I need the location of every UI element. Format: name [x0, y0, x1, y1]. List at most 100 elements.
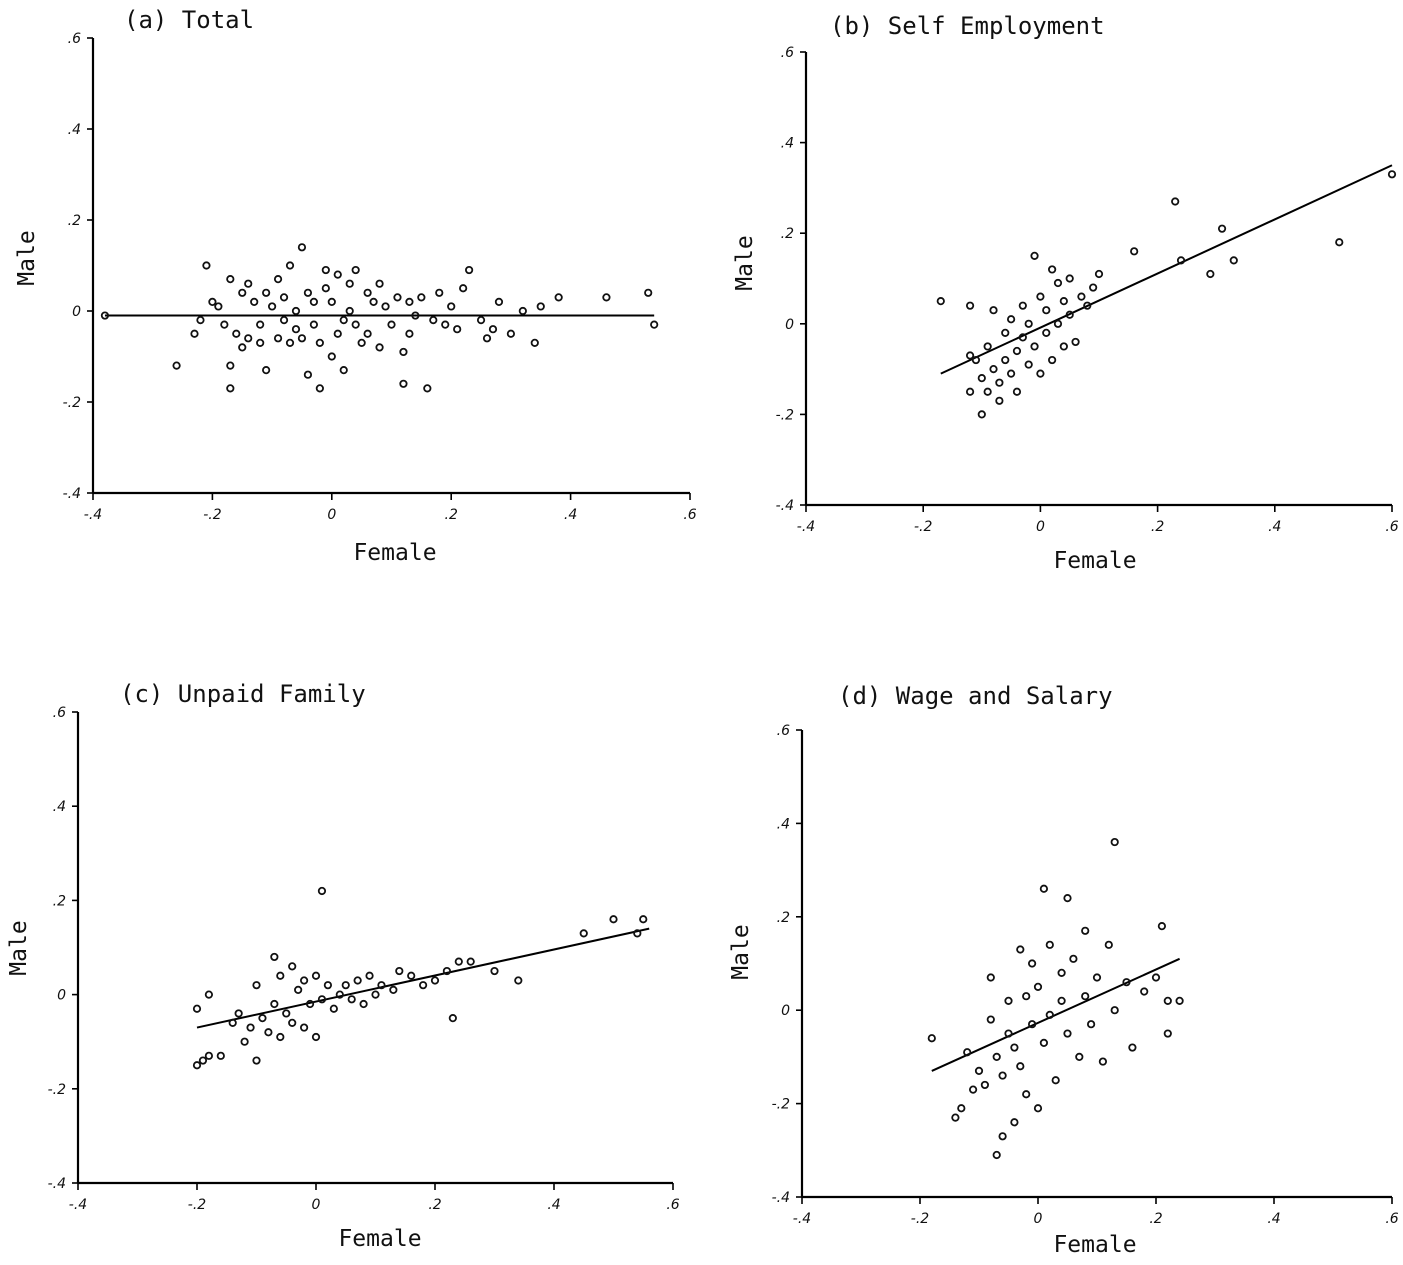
y-tick-label: 0 [57, 988, 66, 1004]
data-point [1063, 1029, 1072, 1038]
data-point [317, 995, 327, 1004]
data-point [276, 971, 285, 980]
data-point [992, 1052, 1001, 1062]
x-tick-label: .2 [445, 507, 458, 523]
data-point [506, 329, 515, 338]
y-tick-label: .4 [781, 136, 794, 152]
data-point [986, 973, 995, 982]
y-tick-label: .6 [777, 723, 790, 739]
data-point [1130, 247, 1139, 256]
data-point [1163, 1029, 1172, 1038]
data-point [1033, 1104, 1043, 1113]
data-point [992, 1150, 1001, 1160]
data-point [1010, 1043, 1019, 1052]
data-point [971, 355, 981, 365]
data-point [989, 306, 998, 315]
data-point [579, 929, 588, 938]
data-point [333, 329, 342, 338]
data-point [488, 325, 498, 334]
data-point [1098, 1057, 1108, 1066]
data-point [285, 338, 295, 347]
data-point [192, 1004, 202, 1013]
data-point [1042, 328, 1051, 337]
data-point [234, 1009, 243, 1018]
data-point [983, 387, 992, 396]
data-point [381, 302, 390, 311]
data-point [974, 1066, 984, 1076]
y-axis-label: Male [732, 235, 758, 290]
data-point [270, 999, 279, 1009]
data-point [536, 302, 545, 311]
data-point [1010, 1118, 1019, 1127]
x-tick-label: .4 [1267, 1211, 1280, 1227]
x-tick-label: .4 [547, 1197, 560, 1213]
x-tick-label: -.2 [188, 1197, 207, 1213]
data-point [294, 985, 303, 994]
y-tick-label: .6 [53, 705, 66, 721]
y-tick-label: -.2 [48, 1082, 67, 1098]
x-axis-label: Female [1053, 1232, 1136, 1258]
y-axis-label: Male [728, 924, 754, 979]
data-point [273, 334, 283, 343]
data-point [309, 297, 318, 306]
y-tick-label: .6 [781, 45, 794, 61]
data-point [246, 1023, 255, 1032]
data-point [998, 1071, 1007, 1080]
data-point [389, 985, 398, 994]
data-point [329, 1004, 338, 1013]
data-point [363, 329, 372, 338]
panel-unpaid-family: (c) Unpaid Family Female Male -.4 -.2 0 .2.… [6, 680, 680, 1252]
data-point [1036, 369, 1045, 378]
data-point [315, 384, 324, 393]
data-point [1028, 959, 1037, 968]
data-point [927, 1034, 936, 1043]
data-point [299, 976, 309, 985]
data-point [644, 288, 653, 297]
x-tick-label: .2 [1149, 1211, 1162, 1227]
data-point [1045, 1010, 1054, 1019]
y-tick-label: -.2 [772, 1097, 791, 1113]
panel-total: (a) Total Female Male -.4 -.2 0 .2 .4 .6 -.4 -.… [14, 6, 697, 566]
data-point [335, 990, 344, 999]
x-axis-label: Female [353, 540, 436, 566]
y-tick-label: 0 [781, 1003, 790, 1019]
x-tick-label: .2 [1151, 519, 1164, 535]
data-point [429, 315, 438, 325]
data-point [407, 971, 416, 980]
data-point [448, 1014, 457, 1023]
data-point [262, 366, 271, 375]
data-point [100, 311, 110, 320]
data-point [262, 288, 271, 297]
data-point [204, 1051, 213, 1060]
x-tick-label: .6 [1385, 519, 1398, 535]
data-point [297, 334, 307, 343]
data-point [453, 325, 462, 334]
data-point [252, 981, 261, 990]
data-point [1012, 346, 1022, 356]
data-point [639, 915, 648, 924]
data-point [345, 306, 354, 316]
data-point [305, 999, 315, 1009]
y-tick-label: .4 [777, 816, 790, 832]
x-tick-label: 0 [1034, 1211, 1043, 1227]
data-point [220, 320, 229, 329]
y-tick-label: .6 [68, 31, 81, 47]
data-point [1024, 360, 1033, 369]
data-point [238, 288, 247, 297]
data-point [345, 279, 354, 288]
data-point [387, 320, 396, 329]
data-point [351, 265, 360, 275]
data-point [1016, 1062, 1025, 1071]
data-point [989, 364, 998, 374]
data-point [1092, 973, 1102, 982]
panel-title: (d) Wage and Salary [838, 682, 1113, 710]
data-point [983, 342, 992, 351]
data-point [1104, 940, 1113, 949]
data-point [1065, 310, 1074, 319]
data-point [238, 343, 247, 352]
y-tick-label: 0 [785, 317, 794, 333]
data-point [371, 990, 380, 999]
x-tick-label: .6 [683, 507, 696, 523]
data-point [995, 378, 1004, 387]
data-point [291, 306, 301, 316]
